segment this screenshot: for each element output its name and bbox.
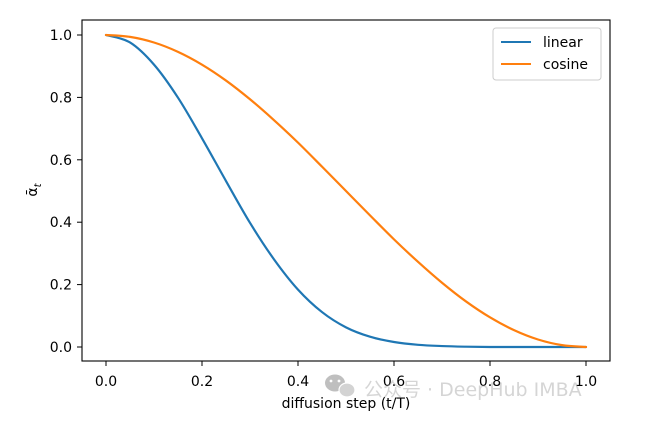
- y-tick-label: 0.0: [50, 340, 72, 356]
- x-tick-label: 1.0: [575, 374, 597, 390]
- x-tick-label: 0.2: [191, 374, 213, 390]
- wechat-icon: [325, 374, 356, 398]
- series-line-linear: [104, 33, 588, 349]
- y-tick-label: 1.0: [50, 28, 72, 44]
- legend: linear cosine: [492, 27, 602, 81]
- legend-label-linear: linear: [543, 35, 583, 51]
- y-tick-label: 0.6: [50, 153, 72, 169]
- y-axis-ticks: 0.0 0.2 0.4 0.6 0.8 1.0: [50, 28, 82, 356]
- x-axis-label: diffusion step (t/T): [282, 396, 411, 412]
- y-axis-label-main: ᾱ: [25, 187, 41, 196]
- y-tick-label: 0.4: [50, 215, 72, 231]
- x-tick-label: 0.8: [479, 374, 501, 390]
- y-tick-label: 0.8: [50, 90, 72, 106]
- legend-label-cosine: cosine: [543, 57, 588, 73]
- series-lines: [104, 33, 588, 349]
- plot-area-frame: [81, 19, 611, 362]
- y-axis-label-subscript: t: [33, 182, 44, 187]
- y-tick-label: 0.2: [50, 278, 72, 294]
- x-tick-label: 0.4: [287, 374, 309, 390]
- watermark: 公众号 · DeepHub IMBA: [325, 374, 582, 401]
- x-tick-label: 0.0: [95, 374, 117, 390]
- y-axis-label: ᾱt: [25, 182, 44, 196]
- x-axis-ticks: 0.0 0.2 0.4 0.6 0.8 1.0: [95, 361, 597, 390]
- watermark-text: 公众号 · DeepHub IMBA: [364, 379, 582, 401]
- x-tick-label: 0.6: [383, 374, 405, 390]
- series-line-cosine: [104, 33, 588, 349]
